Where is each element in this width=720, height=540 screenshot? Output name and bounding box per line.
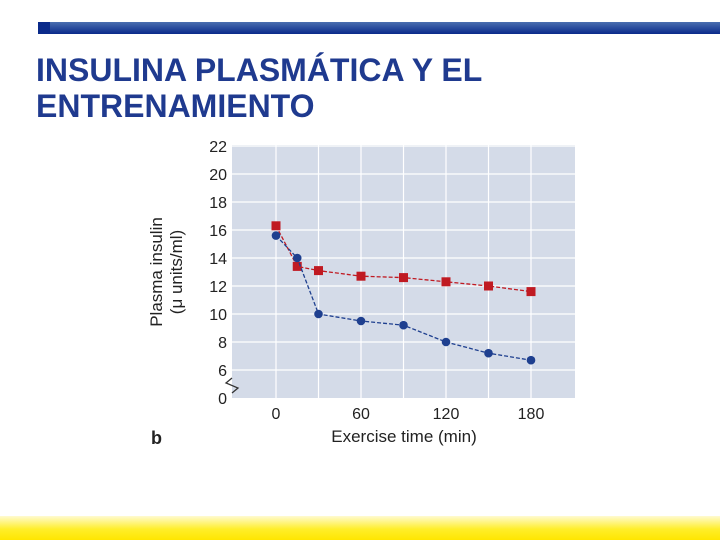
series-1-point: [441, 277, 451, 287]
series-1-point: [526, 287, 536, 297]
series-2-point: [314, 309, 323, 319]
series-line-2: [275, 235, 532, 361]
x-tick-label: 60: [352, 406, 370, 423]
y-axis-label-line2: (μ units/ml): [167, 230, 186, 314]
x-axis-label: Exercise time (min): [331, 427, 476, 446]
series-2-point: [484, 348, 493, 358]
slide-title-line2: ENTRENAMIENTO: [36, 88, 315, 124]
x-tick-label: 120: [433, 406, 460, 423]
axis-break-zigzag: [224, 377, 240, 394]
series-2-point: [356, 316, 366, 326]
y-tick-label: 20: [209, 167, 227, 184]
slide-title-line1: INSULINA PLASMÁTICA Y EL: [36, 52, 483, 88]
axis-break-symbol: [224, 377, 240, 394]
y-tick-label: 18: [209, 195, 227, 212]
series-1-point: [271, 221, 281, 231]
series-1-point: [292, 261, 302, 271]
series-1-point: [399, 273, 409, 283]
y-tick-label: 12: [209, 279, 227, 296]
y-tick-label: 6: [218, 363, 227, 380]
title-rule-cap: [38, 22, 50, 34]
y-tick-label: 16: [209, 223, 227, 240]
slide-title: INSULINA PLASMÁTICA Y EL ENTRENAMIENTO: [36, 52, 676, 124]
y-tick-label: 10: [209, 307, 227, 324]
series-2-point: [441, 337, 451, 347]
y-axis-label-line1: Plasma insulin: [147, 217, 166, 327]
series-2-point: [292, 253, 302, 263]
x-tick-label: 0: [272, 406, 281, 423]
series-2-point: [399, 320, 408, 330]
series-1-point: [356, 271, 366, 281]
series-1-point: [314, 266, 324, 276]
series-1-point: [484, 281, 494, 291]
data-series: [271, 221, 536, 365]
x-tick-label: 180: [518, 406, 545, 423]
y-tick-label: 22: [209, 139, 227, 156]
series-2-point: [526, 355, 536, 365]
title-rule: [38, 22, 720, 34]
bottom-band: [0, 516, 720, 540]
y-tick-label: 0: [218, 391, 227, 408]
y-tick-label: 14: [209, 251, 227, 268]
axis-ticks: 0 60 120 180 0 6 8 10 12 14 16 18 20 22: [209, 139, 544, 423]
series-2-point: [271, 231, 281, 240]
panel-label: b: [151, 428, 162, 448]
y-tick-label: 8: [218, 335, 227, 352]
